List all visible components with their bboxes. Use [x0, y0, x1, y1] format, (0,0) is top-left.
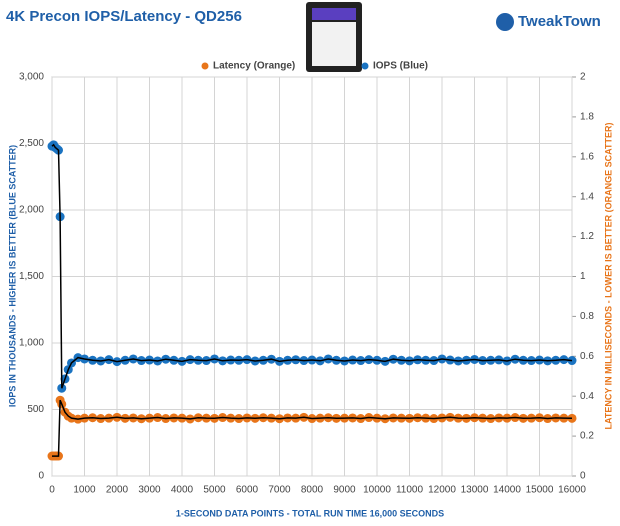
trend-line	[51, 143, 573, 389]
x-tick-label: 4000	[171, 485, 194, 496]
y2-tick-label: 2	[580, 72, 586, 83]
y-tick-label: 500	[27, 404, 44, 415]
y-axis-label: IOPS IN THOUSANDS - HIGHER IS BETTER (BL…	[7, 145, 17, 407]
x-tick-label: 8000	[301, 485, 324, 496]
x-tick-label: 16000	[558, 485, 586, 496]
y2-tick-label: 1.6	[580, 151, 594, 162]
y-tick-label: 2,500	[19, 138, 44, 149]
brand-text: TweakTown	[518, 13, 601, 30]
y-tick-label: 1,500	[19, 271, 44, 282]
x-tick-label: 14000	[493, 485, 521, 496]
y2-tick-label: 1.8	[580, 112, 594, 123]
product-label	[312, 8, 356, 20]
chart-title: 4K Precon IOPS/Latency - QD256	[6, 8, 242, 25]
x-tick-label: 1000	[73, 485, 96, 496]
y2-tick-label: 1.4	[580, 191, 594, 202]
y-tick-label: 1,000	[19, 338, 44, 349]
legend-marker	[361, 62, 369, 70]
point	[567, 413, 577, 423]
y-tick-label: 2,000	[19, 205, 44, 216]
legend-label: Latency (Orange)	[213, 61, 295, 72]
y2-tick-label: 0	[580, 471, 586, 482]
x-tick-label: 13000	[461, 485, 489, 496]
y2-tick-label: 0.6	[580, 351, 594, 362]
trend-line	[52, 399, 573, 457]
legend-marker	[201, 62, 209, 70]
legend-label: IOPS (Blue)	[373, 61, 428, 72]
y-tick-label: 0	[38, 471, 44, 482]
x-tick-label: 11000	[396, 485, 424, 496]
x-tick-label: 9000	[333, 485, 356, 496]
x-tick-label: 10000	[363, 485, 391, 496]
y2-tick-label: 0.8	[580, 311, 594, 322]
x-tick-label: 2000	[106, 485, 129, 496]
y2-tick-label: 0.4	[580, 391, 594, 402]
x-tick-label: 15000	[526, 485, 554, 496]
y2-tick-label: 1	[580, 271, 586, 282]
x-tick-label: 6000	[236, 485, 259, 496]
x-tick-label: 0	[49, 485, 55, 496]
y2-axis-label: LATENCY IN MILLISECONDS - LOWER IS BETTE…	[603, 122, 613, 429]
x-tick-label: 7000	[268, 485, 291, 496]
x-axis-label: 1-SECOND DATA POINTS - TOTAL RUN TIME 16…	[176, 508, 444, 518]
y2-tick-label: 0.2	[580, 431, 594, 442]
y2-tick-label: 1.2	[580, 231, 594, 242]
y-tick-label: 3,000	[19, 72, 44, 83]
brand-logo	[496, 13, 514, 31]
product-label	[312, 22, 356, 66]
x-tick-label: 3000	[138, 485, 161, 496]
x-tick-label: 12000	[428, 485, 456, 496]
x-tick-label: 5000	[203, 485, 226, 496]
